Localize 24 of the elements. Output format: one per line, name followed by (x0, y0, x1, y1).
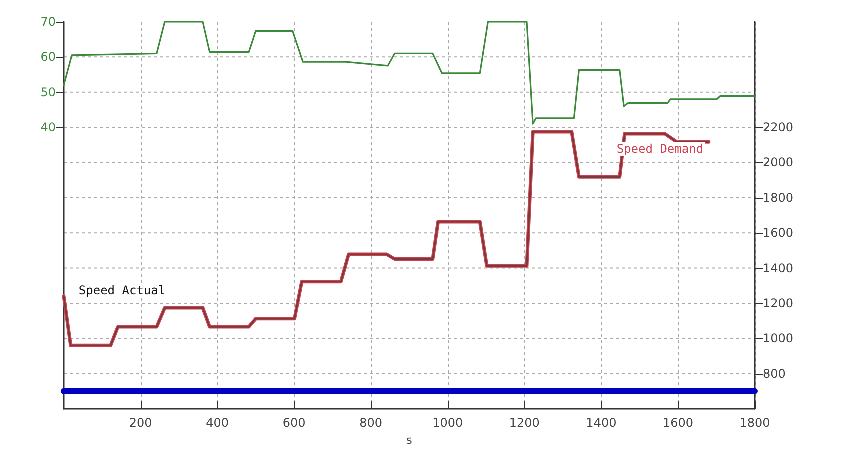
x-tick-label: 400 (206, 416, 230, 430)
x-tick-label: 1600 (662, 416, 694, 430)
x-tick-label: 1800 (740, 416, 770, 430)
x-axis-title: s (406, 434, 413, 447)
x-tick-label: 600 (282, 416, 306, 430)
x-tick-label: 800 (360, 416, 383, 430)
y2-tick-label: 1400 (763, 261, 794, 276)
series-label: Speed Actual (78, 284, 166, 298)
series-label: Speed Demand (616, 142, 704, 156)
y2-tick-label: 2000 (763, 156, 794, 170)
x-tick-label: 200 (129, 416, 152, 430)
y2-tick-label: 2200 (763, 120, 794, 135)
x-tick-label: 1200 (509, 416, 540, 430)
y2-tick-label: 1000 (763, 332, 794, 346)
y-tick-label: 70 (40, 15, 56, 29)
x-tick-label: 1000 (432, 416, 464, 430)
y-tick-label: 40 (40, 120, 56, 135)
y2-tick-label: 1800 (763, 190, 794, 205)
y2-tick-label: 800 (763, 366, 786, 381)
y2-tick-label: 1600 (763, 226, 794, 240)
y-tick-label: 50 (40, 85, 56, 100)
y2-tick-label: 1200 (763, 296, 794, 310)
x-tick-label: 1400 (586, 416, 617, 430)
y-tick-label: 60 (40, 50, 56, 64)
